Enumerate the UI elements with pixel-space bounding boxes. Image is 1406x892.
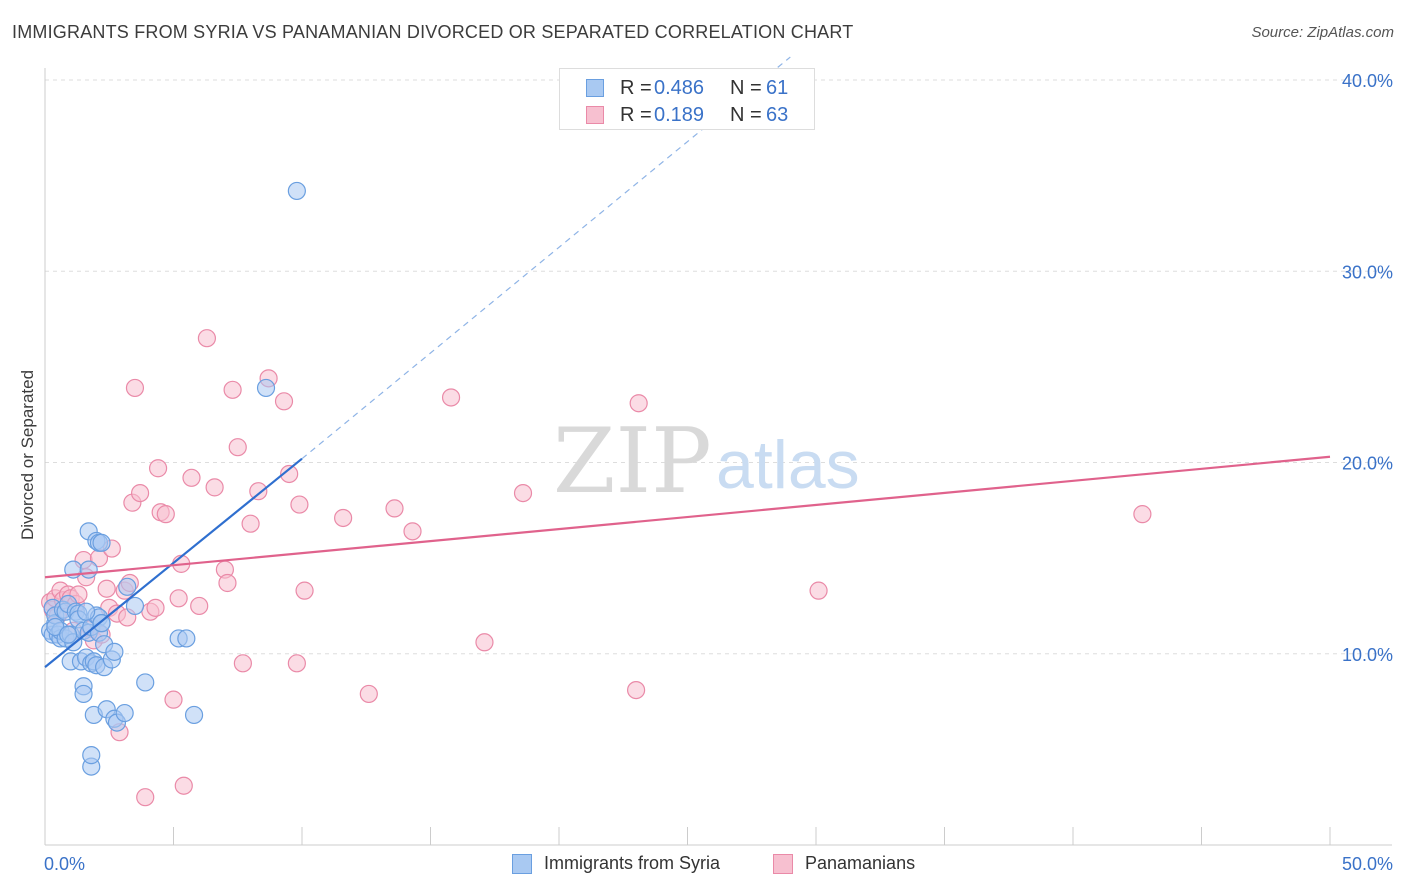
chart-title: IMMIGRANTS FROM SYRIA VS PANAMANIAN DIVO… (12, 22, 854, 42)
y-tick-label: 10.0% (1342, 645, 1393, 665)
panamanians-point (146, 598, 165, 617)
correlation-legend: R = 0.486 N = 61 R = 0.189 N = 63 (559, 68, 815, 130)
syria-point (74, 684, 93, 704)
panamanians-point (629, 394, 648, 413)
series-syria-points (41, 181, 306, 776)
syria-point (59, 625, 78, 644)
legend-row-panamanians: R = 0.189 N = 63 (560, 102, 814, 128)
source-label: Source: ZipAtlas.com (1251, 24, 1394, 41)
syria-point (125, 596, 145, 616)
watermark: ZIP atlas (553, 409, 860, 514)
y-tick-label: 30.0% (1342, 262, 1393, 282)
syria-point (92, 533, 111, 552)
r-value: 0.189 (654, 104, 705, 126)
panamanians-point (1133, 505, 1152, 524)
panamanians-point (169, 589, 188, 608)
n-label: N = (730, 77, 762, 99)
watermark-zip: ZIP (553, 409, 712, 514)
legend-row-syria: R = 0.486 N = 61 (560, 75, 814, 101)
syria-point (79, 560, 98, 579)
grid-lines (45, 79, 1392, 655)
r-value: 0.486 (654, 77, 705, 99)
panamanians-point (174, 776, 193, 795)
r-label: R = (620, 77, 652, 99)
legend-label: Immigrants from Syria (544, 853, 721, 873)
panamanians-point (809, 581, 828, 600)
panamanians-point (280, 464, 299, 484)
syria-point (287, 181, 306, 201)
panamanians-point (626, 680, 646, 700)
x-tick-label-max: 50.0% (1342, 854, 1393, 874)
syria-point (77, 602, 96, 621)
y-tick-label: 20.0% (1342, 454, 1393, 474)
y-axis-label: Divorced or Separated (18, 369, 37, 541)
panamanians-point (334, 508, 353, 528)
syria-point (105, 642, 124, 661)
syria-trend-line (44, 457, 303, 668)
trend-lines (44, 56, 1331, 668)
panamanians-point (223, 380, 242, 399)
panamanians-point (190, 596, 209, 616)
panamanians-point (295, 581, 314, 600)
syria-point (256, 378, 276, 398)
panamanians-point (290, 495, 309, 514)
panamanians-trend-line (44, 455, 1331, 579)
series-panamanians-points (41, 329, 1152, 807)
panamanians-point (359, 684, 378, 704)
panamanians-point (228, 438, 247, 457)
panamanians-point (205, 478, 224, 497)
panamanians-point (441, 388, 461, 407)
y-tick-label: 40.0% (1342, 71, 1393, 91)
n-value: 63 (766, 104, 789, 126)
panamanians-point (241, 514, 260, 533)
panamanians-point (249, 482, 268, 501)
panamanians-point (197, 329, 217, 348)
panamanians-point (182, 468, 201, 487)
syria-point (118, 577, 137, 596)
legend-label: Panamanians (805, 853, 916, 873)
watermark-atlas: atlas (716, 427, 860, 503)
x-tick-label-min: 0.0% (44, 854, 85, 874)
syria-swatch (586, 79, 604, 97)
panamanians-point (475, 633, 494, 652)
syria-point (136, 673, 155, 692)
panamanians-point (130, 484, 150, 503)
panamanians-point (513, 484, 533, 503)
syria-point (115, 703, 134, 723)
panamanians-point (136, 788, 155, 807)
syria-point (82, 746, 101, 765)
tick-labels: 10.0% 20.0% 30.0% 40.0% 0.0% 50.0% (44, 71, 1393, 874)
panamanians-point (218, 573, 237, 593)
n-label: N = (730, 104, 762, 126)
syria-point (184, 705, 204, 725)
axes (44, 68, 1392, 846)
panamanians-swatch (586, 106, 604, 124)
panamanians-point (97, 579, 116, 598)
panamanians-point (233, 654, 252, 673)
panamanians-point (148, 459, 168, 478)
panamanians-point (164, 690, 183, 709)
panamanians-swatch (773, 854, 793, 874)
panamanians-point (385, 499, 404, 518)
syria-point (177, 629, 196, 648)
n-value: 61 (766, 77, 789, 99)
panamanians-point (125, 378, 145, 398)
panamanians-point (403, 522, 422, 541)
panamanians-point (156, 505, 175, 524)
r-label: R = (620, 104, 652, 126)
panamanians-point (287, 654, 306, 673)
panamanians-point (274, 392, 294, 411)
syria-swatch (512, 854, 532, 874)
